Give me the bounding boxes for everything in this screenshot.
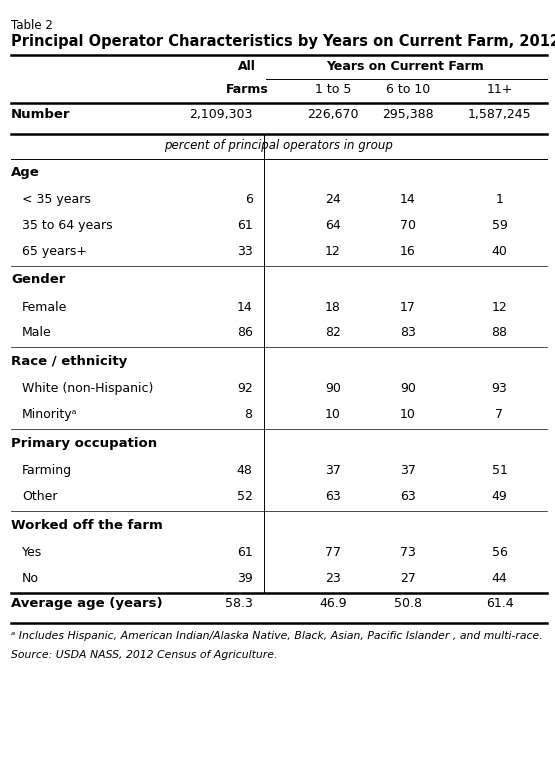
- Text: percent of principal operators in group: percent of principal operators in group: [164, 139, 393, 151]
- Text: 44: 44: [492, 572, 507, 584]
- Text: 16: 16: [400, 245, 416, 257]
- Text: 46.9: 46.9: [319, 597, 347, 610]
- Text: 86: 86: [236, 326, 253, 339]
- Text: 10: 10: [325, 408, 341, 421]
- Text: 82: 82: [325, 326, 341, 339]
- Text: 63: 63: [400, 490, 416, 503]
- Text: 17: 17: [400, 301, 416, 313]
- Text: 61: 61: [237, 219, 253, 232]
- Text: 12: 12: [325, 245, 341, 257]
- Text: 6: 6: [245, 193, 253, 206]
- Text: Female: Female: [22, 301, 68, 313]
- Text: Primary occupation: Primary occupation: [11, 437, 157, 450]
- Text: All: All: [238, 60, 256, 73]
- Text: 88: 88: [492, 326, 507, 339]
- Text: 226,670: 226,670: [307, 108, 359, 121]
- Text: 1 to 5: 1 to 5: [315, 83, 351, 96]
- Text: 61: 61: [237, 546, 253, 559]
- Text: 58.3: 58.3: [225, 597, 253, 610]
- Text: Number: Number: [11, 108, 70, 121]
- Text: White (non-Hispanic): White (non-Hispanic): [22, 382, 154, 395]
- Text: 51: 51: [492, 464, 507, 477]
- Text: 73: 73: [400, 546, 416, 559]
- Text: Minorityᵃ: Minorityᵃ: [22, 408, 78, 421]
- Text: 14: 14: [237, 301, 253, 313]
- Text: 90: 90: [325, 382, 341, 395]
- Text: 18: 18: [325, 301, 341, 313]
- Text: 1: 1: [496, 193, 503, 206]
- Text: 6 to 10: 6 to 10: [386, 83, 430, 96]
- Text: 93: 93: [492, 382, 507, 395]
- Text: 39: 39: [237, 572, 253, 584]
- Text: Age: Age: [11, 166, 40, 179]
- Text: 90: 90: [400, 382, 416, 395]
- Text: Worked off the farm: Worked off the farm: [11, 519, 163, 531]
- Text: 33: 33: [237, 245, 253, 257]
- Text: 37: 37: [325, 464, 341, 477]
- Text: Years on Current Farm: Years on Current Farm: [326, 60, 484, 73]
- Text: 77: 77: [325, 546, 341, 559]
- Text: < 35 years: < 35 years: [22, 193, 91, 206]
- Text: 56: 56: [492, 546, 507, 559]
- Text: 50.8: 50.8: [394, 597, 422, 610]
- Text: Source: USDA NASS, 2012 Census of Agriculture.: Source: USDA NASS, 2012 Census of Agricu…: [11, 650, 278, 660]
- Text: 27: 27: [400, 572, 416, 584]
- Text: Farming: Farming: [22, 464, 72, 477]
- Text: 37: 37: [400, 464, 416, 477]
- Text: 52: 52: [236, 490, 253, 503]
- Text: 59: 59: [492, 219, 507, 232]
- Text: No: No: [22, 572, 39, 584]
- Text: Race / ethnicity: Race / ethnicity: [11, 355, 127, 368]
- Text: 8: 8: [245, 408, 253, 421]
- Text: 10: 10: [400, 408, 416, 421]
- Text: Male: Male: [22, 326, 52, 339]
- Text: 35 to 64 years: 35 to 64 years: [22, 219, 113, 232]
- Text: 70: 70: [400, 219, 416, 232]
- Text: 49: 49: [492, 490, 507, 503]
- Text: 83: 83: [400, 326, 416, 339]
- Text: 92: 92: [237, 382, 253, 395]
- Text: Average age (years): Average age (years): [11, 597, 163, 610]
- Text: 23: 23: [325, 572, 341, 584]
- Text: 65 years+: 65 years+: [22, 245, 87, 257]
- Text: Principal Operator Characteristics by Years on Current Farm, 2012: Principal Operator Characteristics by Ye…: [11, 34, 555, 49]
- Text: 61.4: 61.4: [486, 597, 513, 610]
- Text: Table 2: Table 2: [11, 19, 53, 32]
- Text: 64: 64: [325, 219, 341, 232]
- Text: 7: 7: [496, 408, 503, 421]
- Text: Other: Other: [22, 490, 58, 503]
- Text: 40: 40: [492, 245, 507, 257]
- Text: 2,109,303: 2,109,303: [189, 108, 253, 121]
- Text: 63: 63: [325, 490, 341, 503]
- Text: Farms: Farms: [225, 83, 269, 96]
- Text: Yes: Yes: [22, 546, 42, 559]
- Text: 24: 24: [325, 193, 341, 206]
- Text: 12: 12: [492, 301, 507, 313]
- Text: 11+: 11+: [486, 83, 513, 96]
- Text: 14: 14: [400, 193, 416, 206]
- Text: Gender: Gender: [11, 273, 65, 286]
- Text: 295,388: 295,388: [382, 108, 434, 121]
- Text: 1,587,245: 1,587,245: [468, 108, 531, 121]
- Text: 48: 48: [236, 464, 253, 477]
- Text: ᵃ Includes Hispanic, American Indian/Alaska Native, Black, Asian, Pacific Island: ᵃ Includes Hispanic, American Indian/Ala…: [11, 631, 543, 640]
